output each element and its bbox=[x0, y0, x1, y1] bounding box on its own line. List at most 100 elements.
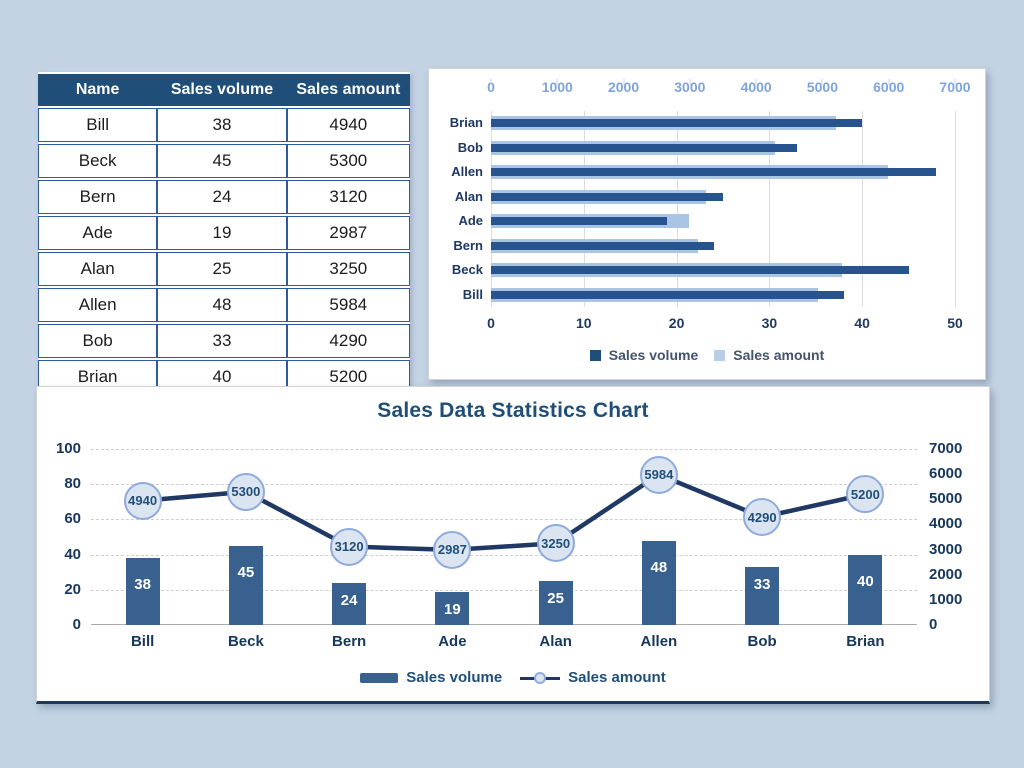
vertical-gridline bbox=[676, 111, 678, 307]
volume-bar-beck bbox=[228, 545, 263, 625]
volume-bar-bill bbox=[125, 558, 160, 625]
top-axis-tick-mark bbox=[954, 79, 956, 85]
table-row: Ade 19 2987 bbox=[38, 216, 410, 250]
left-axis-tick-label: 80 bbox=[64, 475, 81, 493]
horizontal-gridline bbox=[91, 519, 917, 521]
right-axis-tick-label: 7000 bbox=[929, 440, 963, 457]
table-cell[interactable]: 4940 bbox=[286, 108, 410, 142]
vertical-gridline bbox=[862, 111, 864, 307]
bar-row-ade bbox=[491, 209, 955, 234]
sales-volume-bar bbox=[491, 290, 844, 299]
top-axis-tick-label: 3000 bbox=[674, 79, 706, 95]
sales-volume-bar bbox=[491, 217, 668, 226]
right-axis-tick-label: 6000 bbox=[929, 465, 963, 483]
table-cell[interactable]: 48 bbox=[157, 288, 287, 322]
bar-row-beck bbox=[491, 258, 955, 283]
table-cell[interactable]: Allen bbox=[38, 288, 158, 322]
combo-chart-panel[interactable]: Sales Data Statistics Chart 0 20 40 60 80 100… bbox=[36, 386, 990, 704]
top-axis-tick-label: 4000 bbox=[740, 79, 772, 95]
bottom-axis-tick-label: 50 bbox=[947, 315, 963, 331]
table-row: Bern 24 3120 bbox=[38, 180, 410, 214]
category-label-bill: Bill bbox=[462, 286, 483, 302]
table-cell[interactable]: 45 bbox=[157, 144, 287, 178]
category-label-bob: Bob bbox=[747, 633, 777, 650]
bar-value-label: 38 bbox=[134, 576, 151, 594]
legend-label-sales-amount: Sales amount bbox=[733, 347, 825, 363]
volume-bar-ade bbox=[435, 591, 470, 625]
x-axis-line bbox=[91, 624, 917, 625]
table-cell[interactable]: 24 bbox=[157, 180, 287, 214]
top-axis-tick-label: 6000 bbox=[873, 79, 905, 95]
bar-value-label: 40 bbox=[857, 572, 874, 590]
table-cell[interactable]: 3250 bbox=[286, 252, 410, 286]
bar-row-bern bbox=[491, 234, 955, 259]
table-cell[interactable]: 4290 bbox=[286, 324, 410, 358]
table-row: Bill 38 4940 bbox=[38, 108, 410, 142]
sales-amount-line bbox=[140, 472, 868, 553]
table-cell[interactable]: 5984 bbox=[286, 288, 410, 322]
table-cell[interactable]: 19 bbox=[157, 216, 287, 250]
sales-volume-bar bbox=[491, 241, 714, 250]
legend-bar-swatch bbox=[360, 672, 399, 683]
table-cell[interactable]: Beck bbox=[38, 144, 158, 178]
table-cell[interactable]: 2987 bbox=[286, 216, 410, 250]
right-axis-tick-label: 2000 bbox=[929, 565, 963, 583]
line-marker-label: 2987 bbox=[433, 530, 472, 569]
horizontal-gridline bbox=[91, 589, 917, 591]
left-axis-tick-label: 40 bbox=[64, 545, 81, 563]
sales-volume-bar bbox=[491, 168, 937, 177]
bar-value-label: 48 bbox=[650, 558, 668, 576]
table-cell[interactable]: 38 bbox=[157, 108, 287, 142]
bottom-axis-tick-label: 20 bbox=[668, 315, 685, 331]
table-row: Alan 25 3250 bbox=[38, 252, 410, 286]
bottom-axis-tick-label: 40 bbox=[854, 315, 870, 331]
category-label-alan: Alan bbox=[539, 633, 572, 650]
sales-volume-bar bbox=[491, 192, 723, 201]
category-label-alan: Alan bbox=[454, 188, 483, 204]
table-cell[interactable]: Ade bbox=[38, 216, 158, 250]
table-cell[interactable]: 3120 bbox=[286, 180, 410, 214]
table-cell[interactable]: 5300 bbox=[286, 144, 410, 178]
table-cell[interactable]: Bill bbox=[38, 108, 158, 142]
volume-bar-brian bbox=[848, 554, 883, 625]
bottom-axis-tick-label: 0 bbox=[487, 315, 495, 331]
table-header-cell-name: Name bbox=[38, 74, 158, 106]
table-cell[interactable]: Bob bbox=[38, 324, 158, 358]
category-label-bern: Bern bbox=[332, 633, 367, 650]
top-axis-tick-label: 2000 bbox=[607, 79, 640, 95]
legend-label-sales-volume: Sales volume bbox=[406, 669, 503, 686]
hbar-chart-panel[interactable]: 0 1000 2000 3000 4000 5000 6000 7000 Brian Bob Al… bbox=[428, 68, 986, 380]
category-label-ade: Ade bbox=[458, 213, 483, 229]
top-axis-tick-label: 7000 bbox=[939, 79, 971, 95]
top-axis-tick-mark bbox=[689, 79, 691, 85]
category-label-bill: Bill bbox=[130, 633, 155, 650]
combo-plot-area: 38 45 24 19 25 48 33 40 4940 5300 3120 2987 3250 5984… bbox=[91, 449, 917, 625]
table-row: Beck 45 5300 bbox=[38, 144, 410, 178]
table-row: Bob 33 4290 bbox=[38, 324, 410, 358]
bar-value-label: 33 bbox=[753, 575, 771, 593]
top-axis-tick-mark bbox=[623, 79, 625, 85]
category-label-beck: Beck bbox=[227, 633, 264, 650]
line-marker-label: 4940 bbox=[123, 481, 162, 520]
table-cell[interactable]: 33 bbox=[157, 324, 287, 358]
right-axis-tick-label: 5000 bbox=[929, 490, 963, 508]
category-label-beck: Beck bbox=[451, 262, 483, 278]
category-label-allen: Allen bbox=[451, 164, 483, 180]
category-label-brian: Brian bbox=[449, 115, 483, 131]
horizontal-gridline bbox=[91, 449, 917, 450]
volume-bar-bern bbox=[332, 582, 367, 625]
volume-bar-alan bbox=[538, 581, 573, 625]
hbar-plot-area bbox=[491, 111, 956, 307]
legend-label-sales-amount: Sales amount bbox=[568, 669, 666, 686]
table-header-cell-sales-volume: Sales volume bbox=[157, 74, 287, 106]
category-label-bern: Bern bbox=[453, 237, 483, 253]
top-axis-tick-mark bbox=[490, 79, 492, 85]
table-cell[interactable]: Alan bbox=[38, 252, 158, 286]
table-cell[interactable]: 25 bbox=[157, 252, 287, 286]
table-cell[interactable]: Bern bbox=[38, 180, 158, 214]
bar-row-bob bbox=[491, 136, 955, 161]
top-axis-tick-label: 0 bbox=[487, 79, 495, 95]
legend-label-sales-volume: Sales volume bbox=[608, 347, 699, 363]
legend-line-marker-icon bbox=[534, 671, 547, 684]
